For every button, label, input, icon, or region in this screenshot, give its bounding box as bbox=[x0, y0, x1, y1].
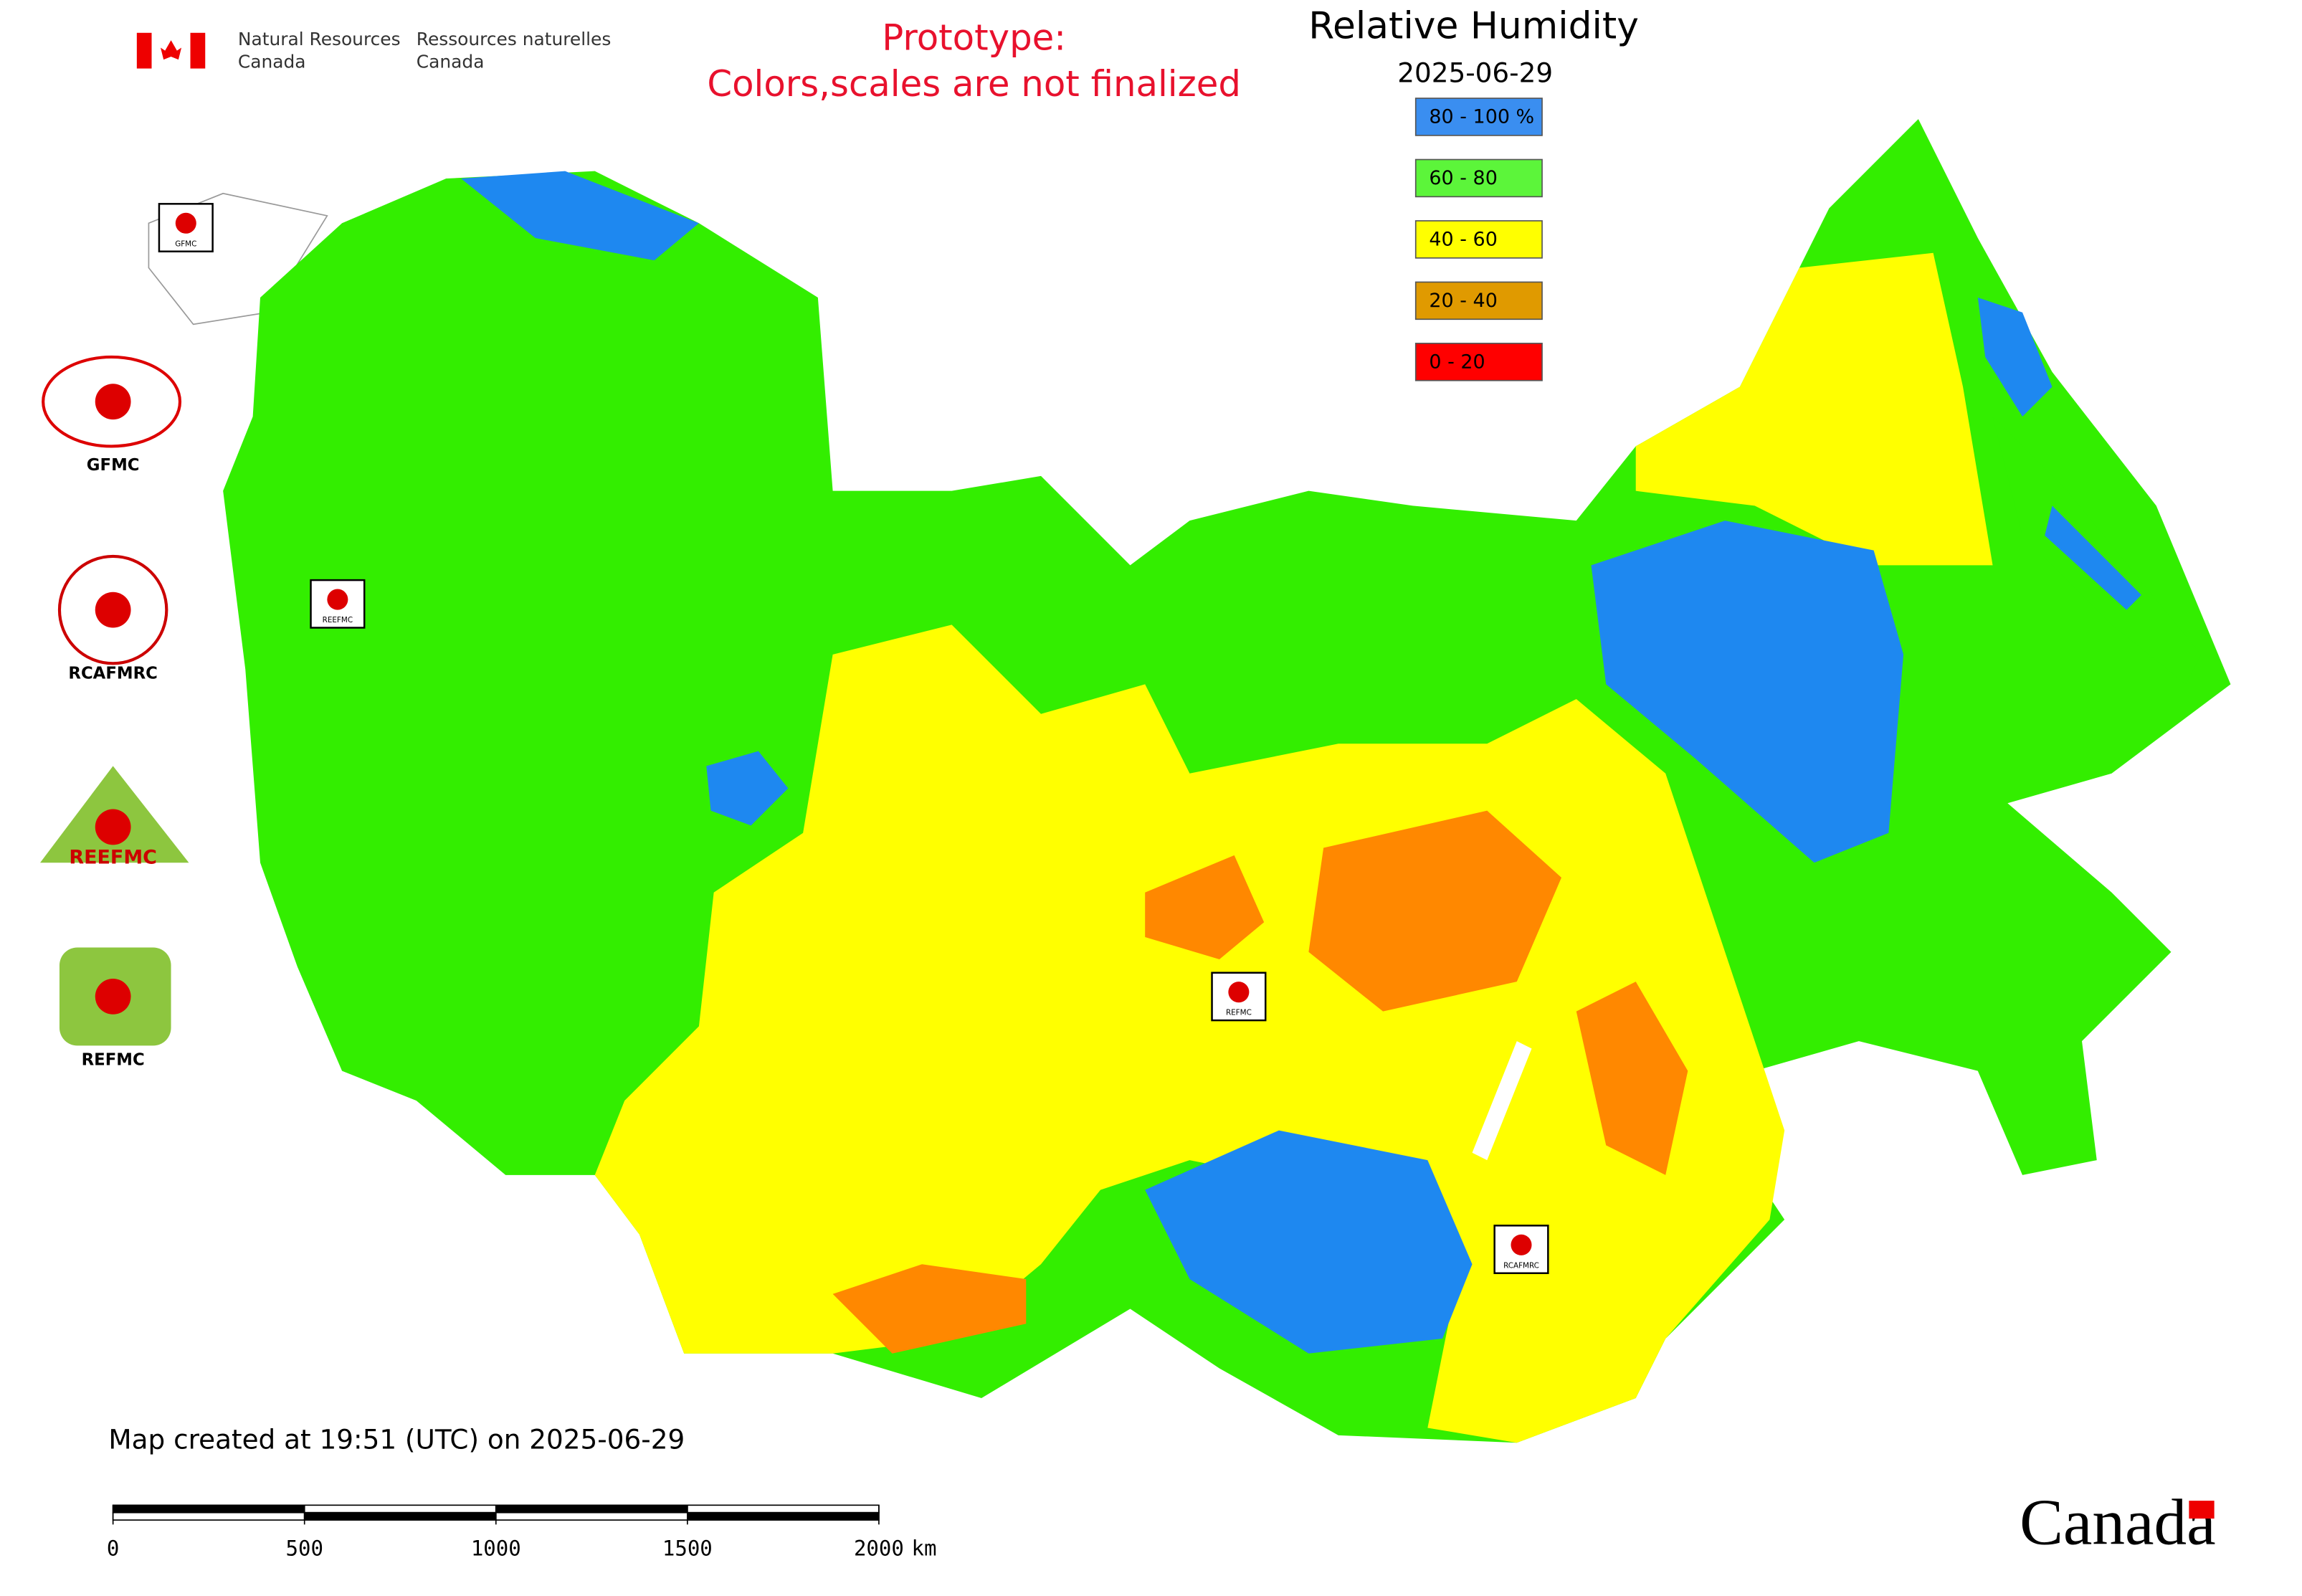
wordmark-flag bbox=[2189, 1501, 2215, 1519]
prototype-note: Prototype: bbox=[882, 17, 1066, 59]
logo-label: REFMC bbox=[82, 1051, 145, 1070]
dept-en: Canada bbox=[238, 51, 306, 72]
logo-flame bbox=[95, 592, 131, 628]
legend-label: 60 - 80 bbox=[1429, 167, 1497, 189]
wordmark: Canada bbox=[2020, 1486, 2216, 1558]
region-blue bbox=[461, 171, 699, 261]
legend-label: 0 - 20 bbox=[1429, 351, 1485, 373]
scale-label: 1000 bbox=[471, 1536, 521, 1561]
scale-segment bbox=[495, 1504, 688, 1514]
kamchatka-blue bbox=[2045, 505, 2141, 610]
prototype-note: Colors,scales are not finalized bbox=[707, 63, 1241, 105]
map-marker-label: REEFMC bbox=[323, 616, 353, 624]
dept-fr: Canada bbox=[417, 51, 485, 72]
legend-label: 80 - 100 % bbox=[1429, 106, 1534, 128]
canada-flag bbox=[136, 32, 206, 69]
scale-segment bbox=[687, 1511, 880, 1521]
map bbox=[148, 119, 2231, 1443]
legend-swatch bbox=[1414, 158, 1543, 198]
scale-label: 2000 bbox=[854, 1536, 904, 1561]
scale-segment bbox=[303, 1504, 497, 1514]
legend-swatch bbox=[1414, 98, 1543, 136]
map-marker-label: GFMC bbox=[175, 239, 196, 248]
legend-swatch bbox=[1414, 220, 1543, 259]
region-orange bbox=[1145, 855, 1265, 960]
region-blue bbox=[1591, 521, 1904, 863]
legend-swatch bbox=[1414, 343, 1543, 381]
scale-segment bbox=[112, 1511, 305, 1521]
map-marker bbox=[310, 579, 366, 629]
footer: Map created at 19:51 (UTC) on 2025-06-29 bbox=[108, 1424, 685, 1455]
region-orange bbox=[832, 1264, 1027, 1354]
logo-label: REEFMC bbox=[69, 847, 157, 869]
map-marker-icon bbox=[175, 212, 196, 234]
baikal bbox=[1472, 1041, 1532, 1161]
region-yellow bbox=[1635, 252, 1993, 566]
scale-unit: km bbox=[912, 1536, 937, 1561]
legend-swatch bbox=[1414, 281, 1543, 320]
scale-label: 500 bbox=[285, 1536, 323, 1561]
scale-segment bbox=[687, 1504, 880, 1514]
region-orange bbox=[1308, 810, 1562, 1012]
dept-fr: Ressources naturelles bbox=[417, 29, 612, 49]
scale-label: 0 bbox=[107, 1536, 119, 1561]
legend-label: 40 - 60 bbox=[1429, 228, 1497, 250]
map-marker-label: REFMC bbox=[1226, 1009, 1252, 1017]
logo-flame bbox=[95, 384, 131, 420]
logo-flame bbox=[95, 979, 131, 1015]
scale-label: 1500 bbox=[662, 1536, 713, 1561]
region-blue bbox=[1977, 298, 2053, 417]
map-marker-label: RCAFMRC bbox=[1503, 1261, 1539, 1270]
map-marker-icon bbox=[1511, 1234, 1532, 1255]
map-marker-icon bbox=[1228, 982, 1250, 1003]
scale-segment bbox=[303, 1511, 497, 1521]
region-blue bbox=[1145, 1130, 1473, 1354]
region-blue bbox=[706, 751, 789, 826]
logo-label: RCAFMRC bbox=[68, 664, 157, 683]
scale-segment bbox=[495, 1511, 688, 1521]
title: Relative Humidity bbox=[1308, 5, 1639, 48]
dept-en: Natural Resources bbox=[238, 29, 401, 49]
map-marker-icon bbox=[327, 589, 348, 610]
scale-segment bbox=[112, 1504, 305, 1514]
legend-label: 20 - 40 bbox=[1429, 290, 1497, 312]
logo-label: GFMC bbox=[87, 456, 140, 475]
region-orange bbox=[1576, 982, 1688, 1175]
date: 2025-06-29 bbox=[1397, 57, 1553, 88]
logo-flame bbox=[95, 809, 131, 845]
